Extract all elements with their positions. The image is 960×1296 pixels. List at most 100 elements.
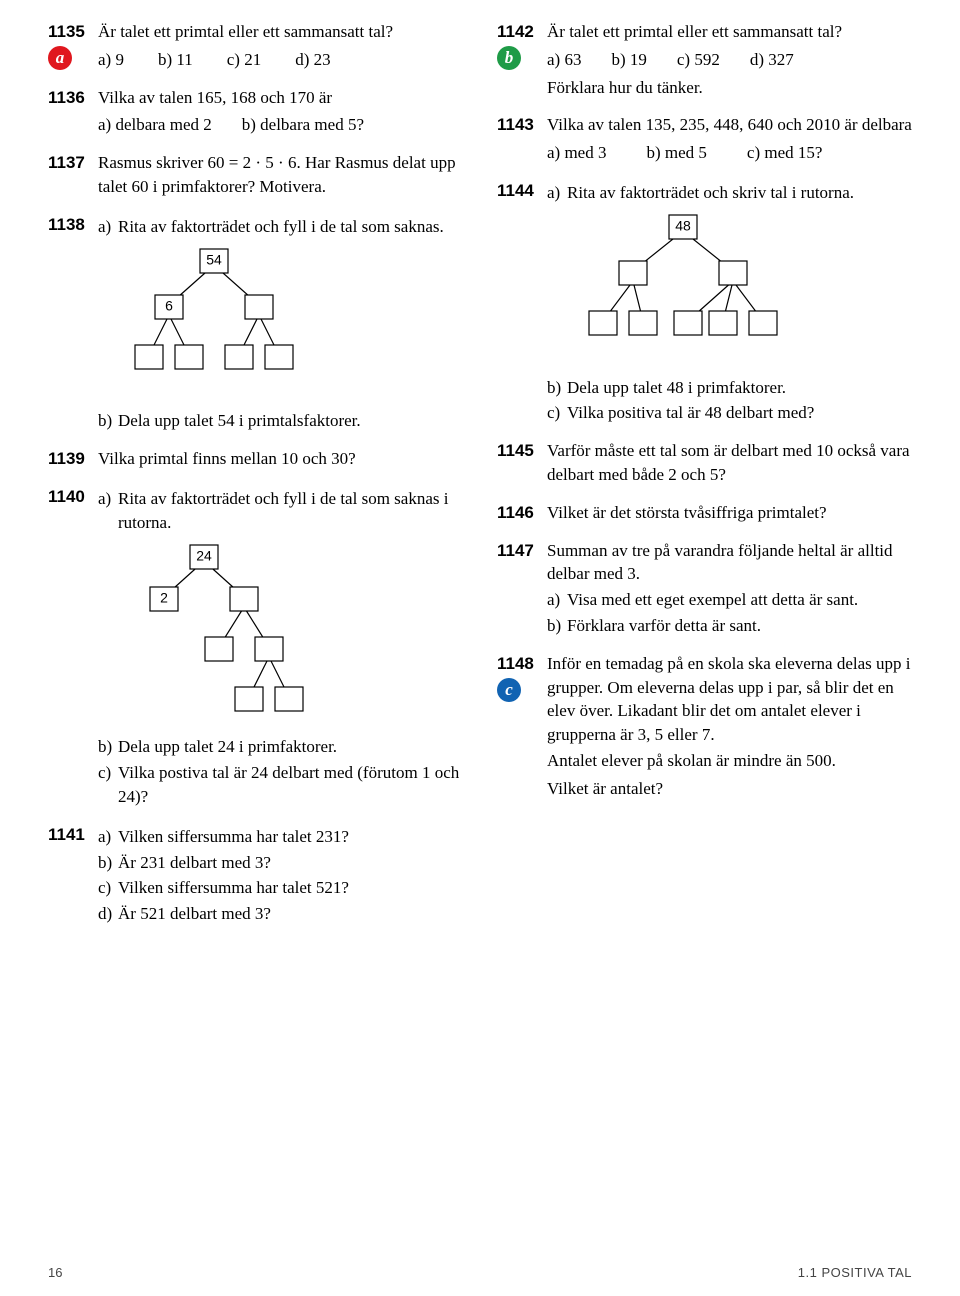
problem-1137: 1137 Rasmus skriver 60 = 2 · 5 · 6. Har … bbox=[48, 151, 463, 199]
problem-number: 1148 bbox=[497, 654, 534, 673]
problem-text: Inför en temadag på en skola ska elevern… bbox=[547, 654, 910, 744]
page: 1135 a Är talet ett primtal eller ett sa… bbox=[0, 0, 960, 1296]
problem-1147: 1147 Summan av tre på varandra följande … bbox=[497, 539, 912, 638]
sub-label: b) bbox=[98, 851, 118, 875]
problem-1144: 1144 a) Rita av faktorträdet och skriv t… bbox=[497, 179, 912, 425]
svg-text:54: 54 bbox=[206, 251, 222, 267]
sub-text: Dela upp talet 54 i primtalsfaktorer. bbox=[118, 409, 463, 433]
sub-label: a) bbox=[98, 825, 118, 849]
problem-1139: 1139 Vilka primtal finns mellan 10 och 3… bbox=[48, 447, 463, 471]
option: d) 23 bbox=[295, 48, 330, 72]
level-a-icon: a bbox=[48, 46, 72, 70]
svg-text:48: 48 bbox=[675, 217, 691, 233]
factor-tree-54: 54 6 bbox=[124, 245, 463, 402]
problem-text: Summan av tre på varandra följande helta… bbox=[547, 541, 893, 584]
option: a) 63 bbox=[547, 48, 581, 72]
problem-1140: 1140 a) Rita av faktorträdet och fyll i … bbox=[48, 485, 463, 809]
problem-1148: 1148 c Inför en temadag på en skola ska … bbox=[497, 652, 912, 801]
sub-text: Vilka postiva tal är 24 delbart med (för… bbox=[118, 761, 463, 809]
problem-number: 1147 bbox=[497, 541, 534, 560]
problem-1146: 1146 Vilket är det största tvåsiffriga p… bbox=[497, 501, 912, 525]
problem-text: Varför måste ett tal som är delbart med … bbox=[547, 441, 910, 484]
sub-text: Vilka positiva tal är 48 delbart med? bbox=[567, 401, 912, 425]
option: c) med 15? bbox=[747, 141, 823, 165]
problem-number: 1139 bbox=[48, 449, 85, 468]
option: c) 21 bbox=[227, 48, 261, 72]
option: a) delbara med 2 bbox=[98, 113, 212, 137]
sub-label: b) bbox=[98, 735, 118, 759]
sub-text: Visa med ett eget exempel att detta är s… bbox=[567, 588, 912, 612]
option: b) 19 bbox=[611, 48, 646, 72]
page-number: 16 bbox=[48, 1264, 62, 1282]
sub-label: b) bbox=[547, 614, 567, 638]
level-b-icon: b bbox=[497, 46, 521, 70]
sub-label: c) bbox=[98, 876, 118, 900]
extra-text: Förklara hur du tänker. bbox=[547, 76, 912, 100]
level-c-icon: c bbox=[497, 678, 521, 702]
problem-number: 1135 bbox=[48, 22, 85, 41]
problem-number: 1137 bbox=[48, 153, 85, 172]
problem-1141: 1141 a) Vilken siffersumma har talet 231… bbox=[48, 823, 463, 926]
problem-number: 1138 bbox=[48, 215, 85, 234]
problem-1135: 1135 a Är talet ett primtal eller ett sa… bbox=[48, 20, 463, 72]
sub-text: Dela upp talet 24 i primfaktorer. bbox=[118, 735, 463, 759]
problem-text: Vilka av talen 165, 168 och 170 är bbox=[98, 88, 332, 107]
sub-label: b) bbox=[547, 376, 567, 400]
option: b) 11 bbox=[158, 48, 193, 72]
sub-text: Dela upp talet 48 i primfaktorer. bbox=[567, 376, 912, 400]
options: a) med 3 b) med 5 c) med 15? bbox=[547, 141, 912, 165]
problem-1136: 1136 Vilka av talen 165, 168 och 170 är … bbox=[48, 86, 463, 138]
problem-text: Rasmus skriver 60 = 2 · 5 · 6. Har Rasmu… bbox=[98, 153, 456, 196]
problem-1142: 1142 b Är talet ett primtal eller ett sa… bbox=[497, 20, 912, 99]
sub-text: Är 521 delbart med 3? bbox=[118, 902, 463, 926]
sub-label: c) bbox=[98, 761, 118, 809]
option: a) med 3 bbox=[547, 141, 606, 165]
sub-text: Vilken siffersumma har talet 521? bbox=[118, 876, 463, 900]
sub-text: Rita av faktorträdet och fyll i de tal s… bbox=[118, 215, 463, 239]
problem-text: Är talet ett primtal eller ett sammansat… bbox=[547, 22, 842, 41]
right-column: 1142 b Är talet ett primtal eller ett sa… bbox=[497, 20, 912, 940]
problem-text: Vilka av talen 135, 235, 448, 640 och 20… bbox=[547, 115, 912, 134]
left-column: 1135 a Är talet ett primtal eller ett sa… bbox=[48, 20, 463, 940]
problem-1143: 1143 Vilka av talen 135, 235, 448, 640 o… bbox=[497, 113, 912, 165]
svg-text:2: 2 bbox=[160, 589, 168, 605]
svg-text:6: 6 bbox=[165, 297, 173, 313]
options: a) 9 b) 11 c) 21 d) 23 bbox=[98, 48, 463, 72]
problem-text: Vilka primtal finns mellan 10 och 30? bbox=[98, 449, 356, 468]
problem-number: 1136 bbox=[48, 88, 85, 107]
options: a) 63 b) 19 c) 592 d) 327 bbox=[547, 48, 912, 72]
svg-text:24: 24 bbox=[196, 547, 212, 563]
problem-text: Vilket är det största tvåsiffriga primta… bbox=[547, 503, 827, 522]
sub-label: b) bbox=[98, 409, 118, 433]
section-label: 1.1 POSITIVA TAL bbox=[798, 1264, 912, 1282]
problem-number: 1146 bbox=[497, 503, 534, 522]
option: d) 327 bbox=[750, 48, 794, 72]
sub-label: a) bbox=[98, 215, 118, 239]
factor-tree-24: 24 2 bbox=[124, 541, 463, 728]
sub-text: Är 231 delbart med 3? bbox=[118, 851, 463, 875]
factor-tree-48: 48 bbox=[573, 211, 912, 368]
problem-number: 1140 bbox=[48, 487, 85, 506]
sub-text: Rita av faktorträdet och skriv tal i rut… bbox=[567, 181, 912, 205]
problem-text-2: Antalet elever på skolan är mindre än 50… bbox=[547, 749, 912, 773]
sub-text: Vilken siffersumma har talet 231? bbox=[118, 825, 463, 849]
sub-label: d) bbox=[98, 902, 118, 926]
option: a) 9 bbox=[98, 48, 124, 72]
sub-text: Rita av faktorträdet och fyll i de tal s… bbox=[118, 487, 463, 535]
problem-text: Är talet ett primtal eller ett sammansat… bbox=[98, 22, 393, 41]
problem-1138: 1138 a) Rita av faktorträdet och fyll i … bbox=[48, 213, 463, 433]
problem-number: 1142 bbox=[497, 22, 534, 41]
problem-1145: 1145 Varför måste ett tal som är delbart… bbox=[497, 439, 912, 487]
sub-text: Förklara varför detta är sant. bbox=[567, 614, 912, 638]
sub-label: a) bbox=[547, 588, 567, 612]
option: b) med 5 bbox=[646, 141, 706, 165]
option: b) delbara med 5? bbox=[242, 113, 364, 137]
page-footer: 16 1.1 POSITIVA TAL bbox=[48, 1264, 912, 1282]
problem-number: 1144 bbox=[497, 181, 534, 200]
problem-number: 1145 bbox=[497, 441, 534, 460]
sub-label: c) bbox=[547, 401, 567, 425]
sub-label: a) bbox=[98, 487, 118, 535]
two-columns: 1135 a Är talet ett primtal eller ett sa… bbox=[48, 20, 912, 940]
problem-number: 1143 bbox=[497, 115, 534, 134]
problem-question: Vilket är antalet? bbox=[547, 777, 912, 801]
